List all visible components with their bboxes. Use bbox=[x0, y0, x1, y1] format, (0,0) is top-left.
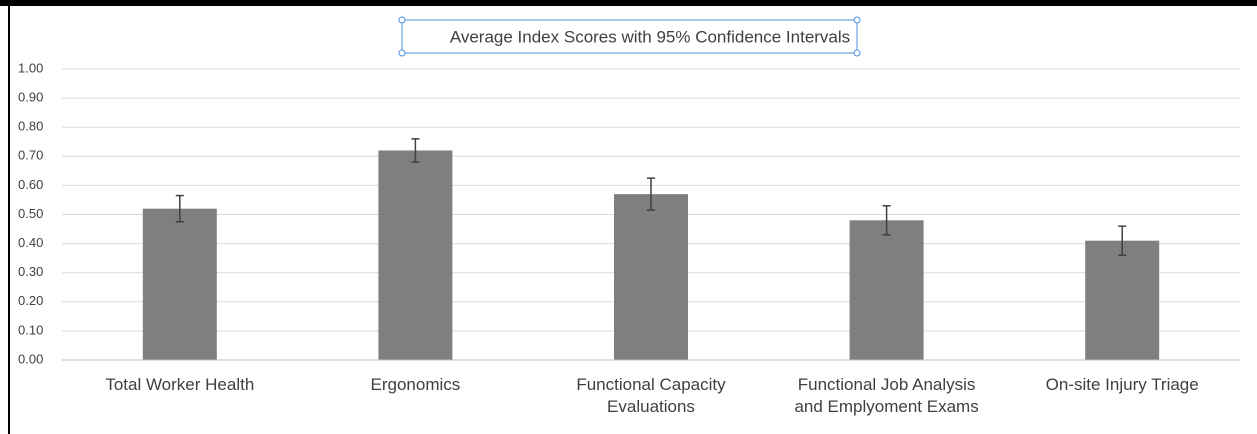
y-tick-label: 0.00 bbox=[18, 351, 43, 366]
x-tick-label-box: On-site Injury Triage bbox=[1045, 375, 1199, 394]
y-tick-label: 0.60 bbox=[18, 177, 43, 192]
handle[interactable] bbox=[853, 49, 861, 57]
bar bbox=[1085, 240, 1160, 360]
y-tick-label: 0.70 bbox=[18, 148, 43, 163]
x-tick-label-box: Ergonomics bbox=[370, 375, 461, 394]
y-tick-label: 0.50 bbox=[18, 206, 43, 221]
handle[interactable] bbox=[398, 16, 406, 24]
y-tick-label: 1.00 bbox=[18, 60, 43, 75]
x-tick-label-box: Total Worker Health bbox=[105, 375, 255, 394]
x-tick-label: Functional Job Analysis and Emplyoment E… bbox=[794, 375, 979, 416]
bar bbox=[378, 150, 453, 360]
handle[interactable] bbox=[398, 49, 406, 57]
error-bar bbox=[411, 138, 420, 163]
handle[interactable] bbox=[853, 16, 861, 24]
left-border bbox=[8, 6, 10, 434]
bar bbox=[849, 220, 924, 360]
top-border bbox=[0, 0, 1257, 6]
y-tick-label: 0.40 bbox=[18, 235, 43, 250]
error-bar bbox=[1118, 225, 1127, 256]
y-tick-label: 0.80 bbox=[18, 119, 43, 134]
x-tick-label: Total Worker Health bbox=[105, 375, 255, 394]
x-tick-label: On-site Injury Triage bbox=[1045, 375, 1199, 394]
y-tick-label: 0.30 bbox=[18, 264, 43, 279]
y-tick-label: 0.90 bbox=[18, 90, 43, 105]
y-tick-label: 0.20 bbox=[18, 293, 43, 308]
x-tick-label-box: Functional Capacity Evaluations bbox=[576, 375, 726, 416]
selection-frame bbox=[401, 19, 858, 54]
x-tick-label-box: Functional Job Analysis and Emplyoment E… bbox=[794, 375, 979, 416]
chart-title: Average Index Scores with 95% Confidence… bbox=[450, 27, 850, 46]
bar bbox=[142, 208, 217, 360]
error-bar bbox=[175, 194, 184, 223]
x-tick-label: Ergonomics bbox=[370, 375, 461, 394]
bar bbox=[614, 194, 688, 360]
error-bar bbox=[647, 177, 655, 211]
error-bar bbox=[882, 205, 891, 236]
selection-box[interactable] bbox=[398, 16, 861, 57]
y-tick-label: 0.10 bbox=[18, 322, 43, 337]
x-tick-label: Functional Capacity Evaluations bbox=[576, 375, 726, 416]
